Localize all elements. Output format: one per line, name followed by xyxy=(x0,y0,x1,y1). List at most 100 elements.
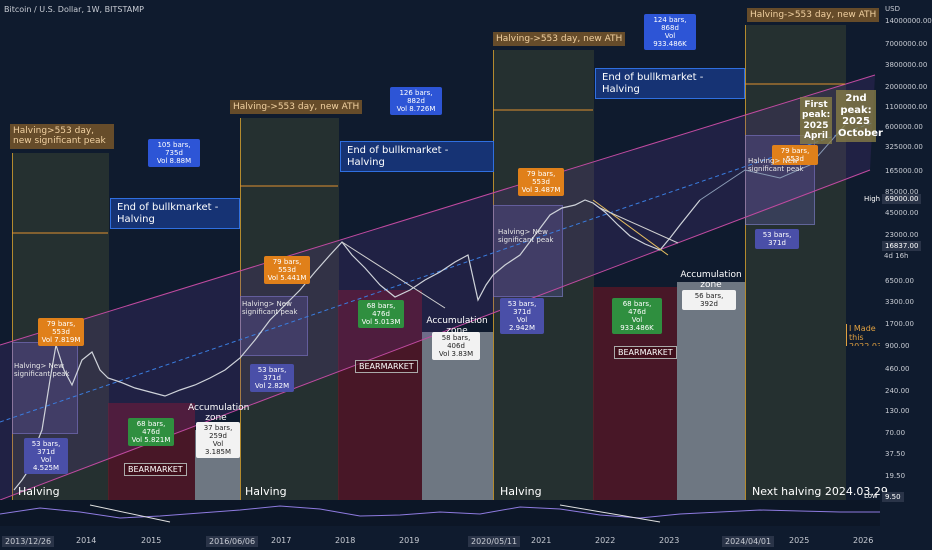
halving-label: Halving>553 day, new significant peak xyxy=(10,124,114,149)
peak-box xyxy=(12,342,78,434)
price-tick: 325000.00 xyxy=(885,143,923,151)
bear-stat: 68 bars, 476d Vol 5.013M xyxy=(358,300,404,329)
halving-marker: Halving xyxy=(18,485,60,498)
rsi-line xyxy=(0,505,880,519)
channel-upper xyxy=(0,74,876,346)
time-tick: 2013/12/26 xyxy=(2,536,55,548)
price-tick: 6500.00 xyxy=(885,277,914,285)
accumulation-label: Accumulation zone xyxy=(188,403,250,424)
halving-stat: 53 bars, 371d Vol 4.525M xyxy=(24,438,68,475)
peak-stat: 79 bars, 553d Vol 7.819M xyxy=(38,318,84,347)
time-tick: 2018 xyxy=(335,536,356,545)
accumulation-stat: 56 bars, 392d xyxy=(682,290,736,311)
rsi-trend xyxy=(559,504,661,523)
end-bull-label: End of bullkmarket - Halving xyxy=(595,68,745,99)
price-tick: 3300.00 xyxy=(885,298,914,306)
author-note: I Made this 2022.03.1 xyxy=(846,324,880,346)
bull-stat: 124 bars, 868d Vol 933.486K xyxy=(644,14,696,51)
time-tick: 2022 xyxy=(595,536,616,545)
price-line xyxy=(13,199,701,491)
indicator-pane xyxy=(0,500,880,526)
bear-stat: 68 bars, 476d Vol 933.486K xyxy=(612,298,662,335)
price-tick: 600000.00 xyxy=(885,123,923,131)
forecast-peak: First peak: 2025 April xyxy=(800,97,832,145)
price-tick: 14000000.00 xyxy=(885,17,932,25)
price-tick: 37.50 xyxy=(885,450,906,458)
bear-stat: 68 bars, 476d Vol 5.821M xyxy=(128,418,174,447)
price-tick: 2000000.00 xyxy=(885,83,928,91)
price-tick: 23000.00 xyxy=(885,231,919,239)
peak-note: Halving> New significant peak xyxy=(242,300,298,317)
peak-note: Halving> New significant peak xyxy=(14,362,70,379)
time-tick: 2026 xyxy=(853,536,874,545)
low-label: Low xyxy=(864,492,878,500)
peak-stat: 79 bars, 553d Vol 5.441M xyxy=(264,256,310,285)
end-bull-label: End of bullkmarket - Halving xyxy=(340,141,494,172)
halving-marker: Halving xyxy=(500,485,542,498)
accumulation-stat: 58 bars, 406d Vol 3.83M xyxy=(432,332,480,361)
price-tick: 45000.00 xyxy=(885,209,919,217)
currency: USD xyxy=(885,5,900,13)
bearmarket-label: BEARMARKET xyxy=(614,346,677,360)
halving-label: Halving->553 day, new ATH xyxy=(230,100,363,115)
time-tick: 2020/05/11 xyxy=(468,536,521,548)
trend-line xyxy=(341,241,446,309)
price-tick: 70.00 xyxy=(885,429,906,437)
halving-marker: Halving xyxy=(245,485,287,498)
peak-box xyxy=(240,296,308,356)
halving-stat: 53 bars, 371d Vol 2.82M xyxy=(250,364,294,393)
time-tick: 2021 xyxy=(531,536,552,545)
bearmarket-label: BEARMARKET xyxy=(124,463,187,477)
countdown: 4d 16h xyxy=(884,252,909,260)
time-tick: 2023 xyxy=(659,536,680,545)
time-tick: 2014 xyxy=(76,536,97,545)
peak-box xyxy=(493,205,563,297)
wedge-line xyxy=(592,199,669,256)
price-tick: 240.00 xyxy=(885,387,910,395)
price-tick: 460.00 xyxy=(885,365,910,373)
time-tick: 2025 xyxy=(789,536,810,545)
accumulation-label: Accumulation zone xyxy=(680,270,742,291)
low-value: 9.50 xyxy=(882,492,904,503)
price-tick: 85000.00 xyxy=(885,188,919,196)
time-tick: 2017 xyxy=(271,536,292,545)
accumulation-label: Accumulation zone xyxy=(426,316,488,337)
end-bull-label: End of bullkmarket - Halving xyxy=(110,198,240,229)
symbol-title: Bitcoin / U.S. Dollar, 1W, BITSTAMP xyxy=(4,5,144,14)
rsi-trend xyxy=(89,504,171,523)
price-tick: 19.50 xyxy=(885,472,906,480)
peak-stat: 79 bars, 553d xyxy=(772,145,818,166)
projection xyxy=(699,124,846,201)
time-tick: 2015 xyxy=(141,536,162,545)
halving-label: Halving->553 day, new ATH xyxy=(747,8,880,23)
price-tick: 165000.00 xyxy=(885,167,923,175)
halving-stat: 53 bars, 371d xyxy=(755,229,799,250)
wedge-line xyxy=(599,207,679,244)
halving-label: Halving->553 day, new ATH xyxy=(493,32,626,47)
peak-note: Halving> New significant peak xyxy=(748,157,804,174)
channel-fill xyxy=(0,75,875,500)
accumulation-zone xyxy=(677,282,745,500)
halving-stat: 53 bars, 371d Vol 2.942M xyxy=(500,298,544,335)
accumulation-stat: 37 bars, 259d Vol 3.185M xyxy=(196,422,240,459)
price-tick: 1100000.00 xyxy=(885,103,928,111)
peak-stat: 79 bars, 553d Vol 3.487M xyxy=(518,168,564,197)
bull-stat: 126 bars, 882d Vol 8.726M xyxy=(390,87,442,116)
peak-note: Halving> New significant peak xyxy=(498,228,554,245)
halving-marker: Next halving 2024.03.29 xyxy=(752,485,888,498)
price-tick: 130.00 xyxy=(885,407,910,415)
time-tick: 2024/04/01 xyxy=(722,536,775,548)
bearmarket-label: BEARMARKET xyxy=(355,360,418,374)
current-price: 16837.00 xyxy=(882,241,922,252)
time-tick: 2016/06/06 xyxy=(206,536,259,548)
high-label: High xyxy=(864,195,881,203)
high-value: 69000.00 xyxy=(882,194,922,205)
bull-stat: 105 bars, 735d Vol 8.88M xyxy=(148,139,200,168)
price-tick: 3800000.00 xyxy=(885,61,928,69)
price-tick: 7000000.00 xyxy=(885,40,928,48)
forecast-peak: 2nd peak: 2025 October xyxy=(836,90,883,142)
price-tick: 1700.00 xyxy=(885,320,914,328)
time-tick: 2019 xyxy=(399,536,420,545)
price-tick: 900.00 xyxy=(885,342,910,350)
